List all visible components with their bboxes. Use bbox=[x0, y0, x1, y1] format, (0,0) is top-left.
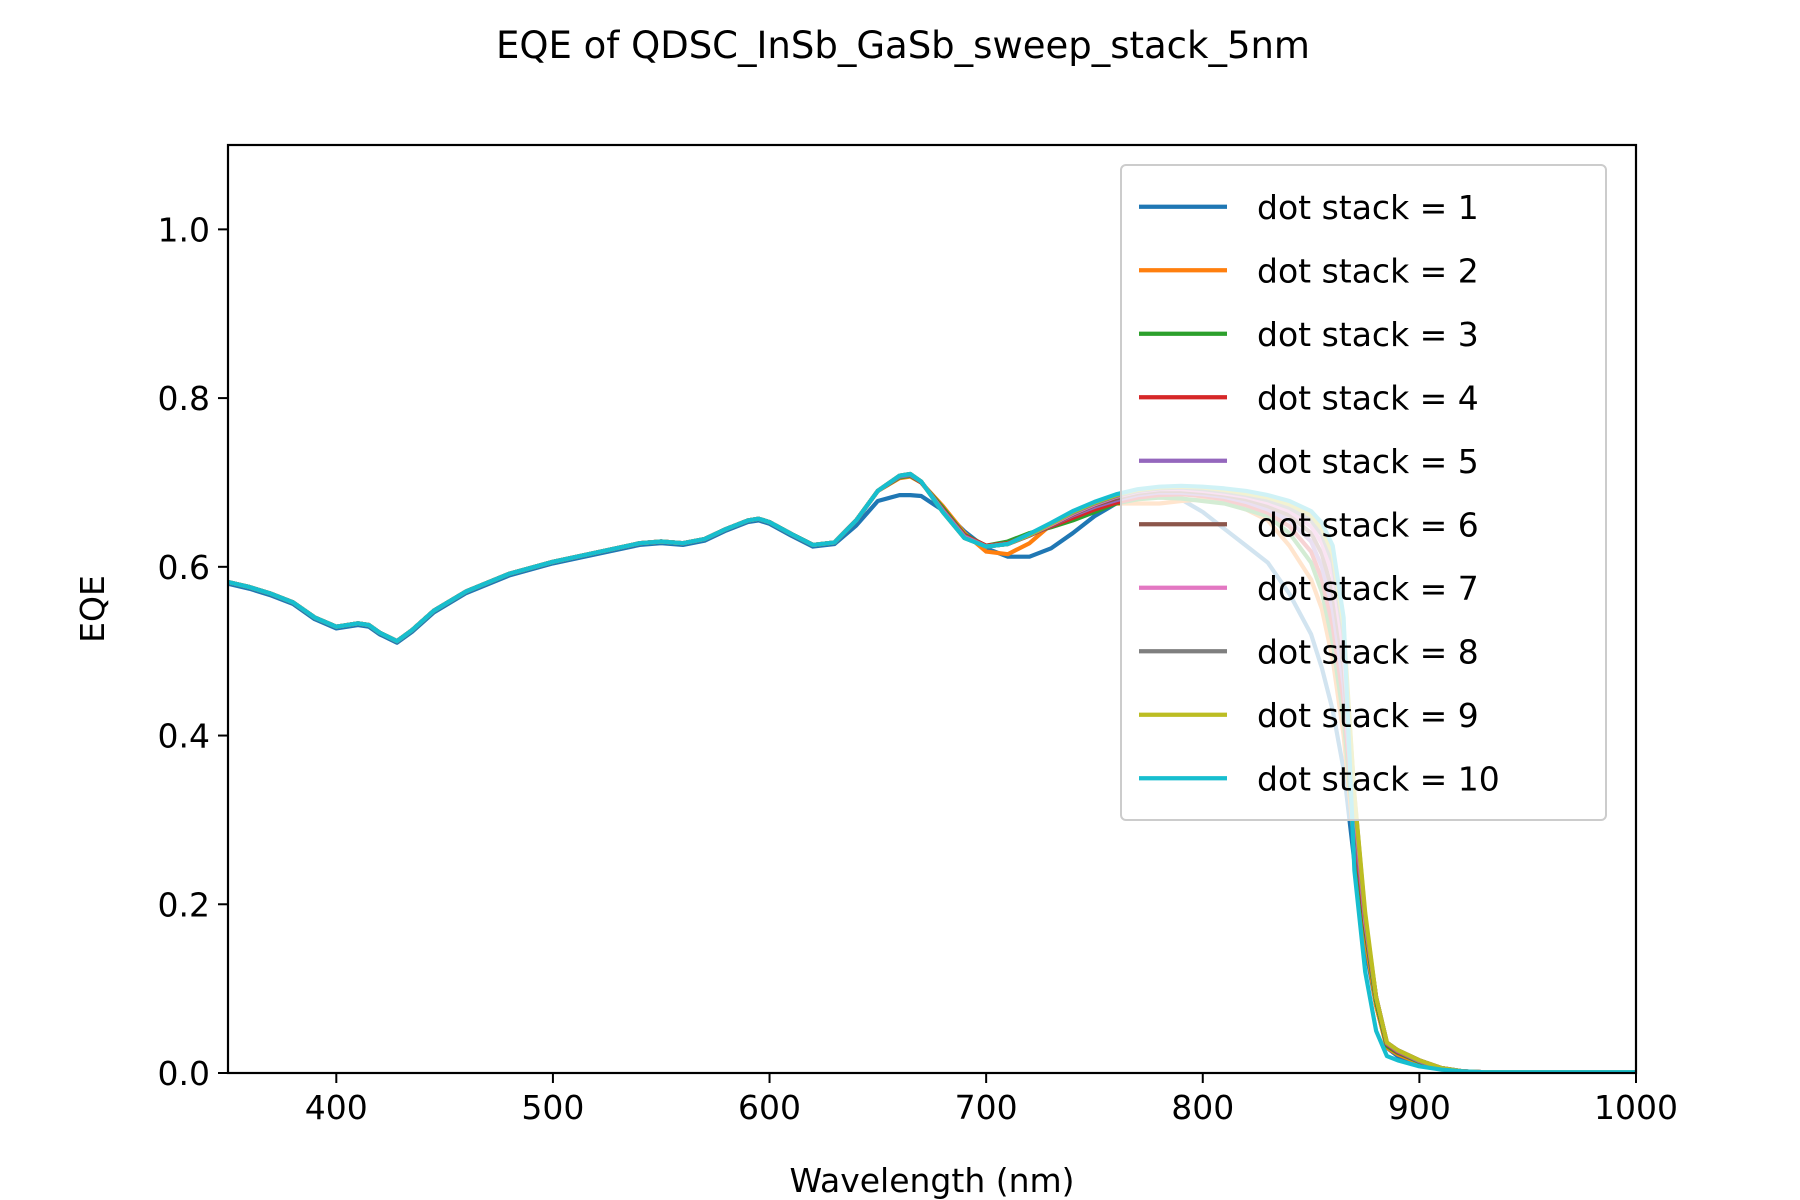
legend-entry-label: dot stack = 6 bbox=[1257, 505, 1479, 544]
legend-entry-label: dot stack = 7 bbox=[1257, 569, 1479, 608]
x-tick-label: 700 bbox=[955, 1088, 1018, 1127]
y-tick-label: 0.8 bbox=[158, 379, 210, 418]
legend: dot stack = 1 dot stack = 2 dot stack = 3 d… bbox=[1120, 164, 1607, 821]
legend-entry-label: dot stack = 4 bbox=[1257, 378, 1479, 417]
legend-entry-label: dot stack = 9 bbox=[1257, 696, 1479, 735]
legend-entry-label: dot stack = 10 bbox=[1257, 759, 1500, 798]
x-tick-label: 800 bbox=[1171, 1088, 1234, 1127]
legend-entry-label: dot stack = 3 bbox=[1257, 315, 1479, 354]
y-axis: 0.0 0.2 0.4 0.6 0.8 1.0 bbox=[158, 210, 228, 1093]
plot-frame bbox=[226, 143, 1638, 1075]
x-axis-label: Wavelength (nm) bbox=[789, 1161, 1074, 1200]
y-tick-label: 0.6 bbox=[158, 548, 210, 587]
x-tick-label: 900 bbox=[1388, 1088, 1451, 1127]
y-axis-label: EQE bbox=[73, 575, 112, 643]
x-tick-label: 500 bbox=[521, 1088, 584, 1127]
legend-box bbox=[1120, 164, 1607, 821]
x-tick-label: 400 bbox=[305, 1088, 368, 1127]
x-tick-label: 1000 bbox=[1594, 1088, 1678, 1127]
y-tick-label: 0.0 bbox=[158, 1054, 210, 1093]
x-axis: 400 500 600 700 800 900 1000 bbox=[305, 1073, 1678, 1127]
legend-entry-label: dot stack = 1 bbox=[1257, 188, 1479, 227]
series-line-10 bbox=[228, 471, 1636, 1073]
legend-entry-label: dot stack = 5 bbox=[1257, 442, 1479, 481]
legend-entry-label: dot stack = 2 bbox=[1257, 251, 1479, 290]
y-tick-label: 0.4 bbox=[158, 717, 210, 756]
chart-title: EQE of QDSC_InSb_GaSb_sweep_stack_5nm bbox=[496, 24, 1310, 67]
plot-lines bbox=[228, 471, 1636, 1073]
y-tick-label: 1.0 bbox=[158, 210, 210, 249]
y-tick-label: 0.2 bbox=[158, 885, 210, 924]
x-tick-label: 600 bbox=[738, 1088, 801, 1127]
legend-entry-label: dot stack = 8 bbox=[1257, 632, 1479, 671]
